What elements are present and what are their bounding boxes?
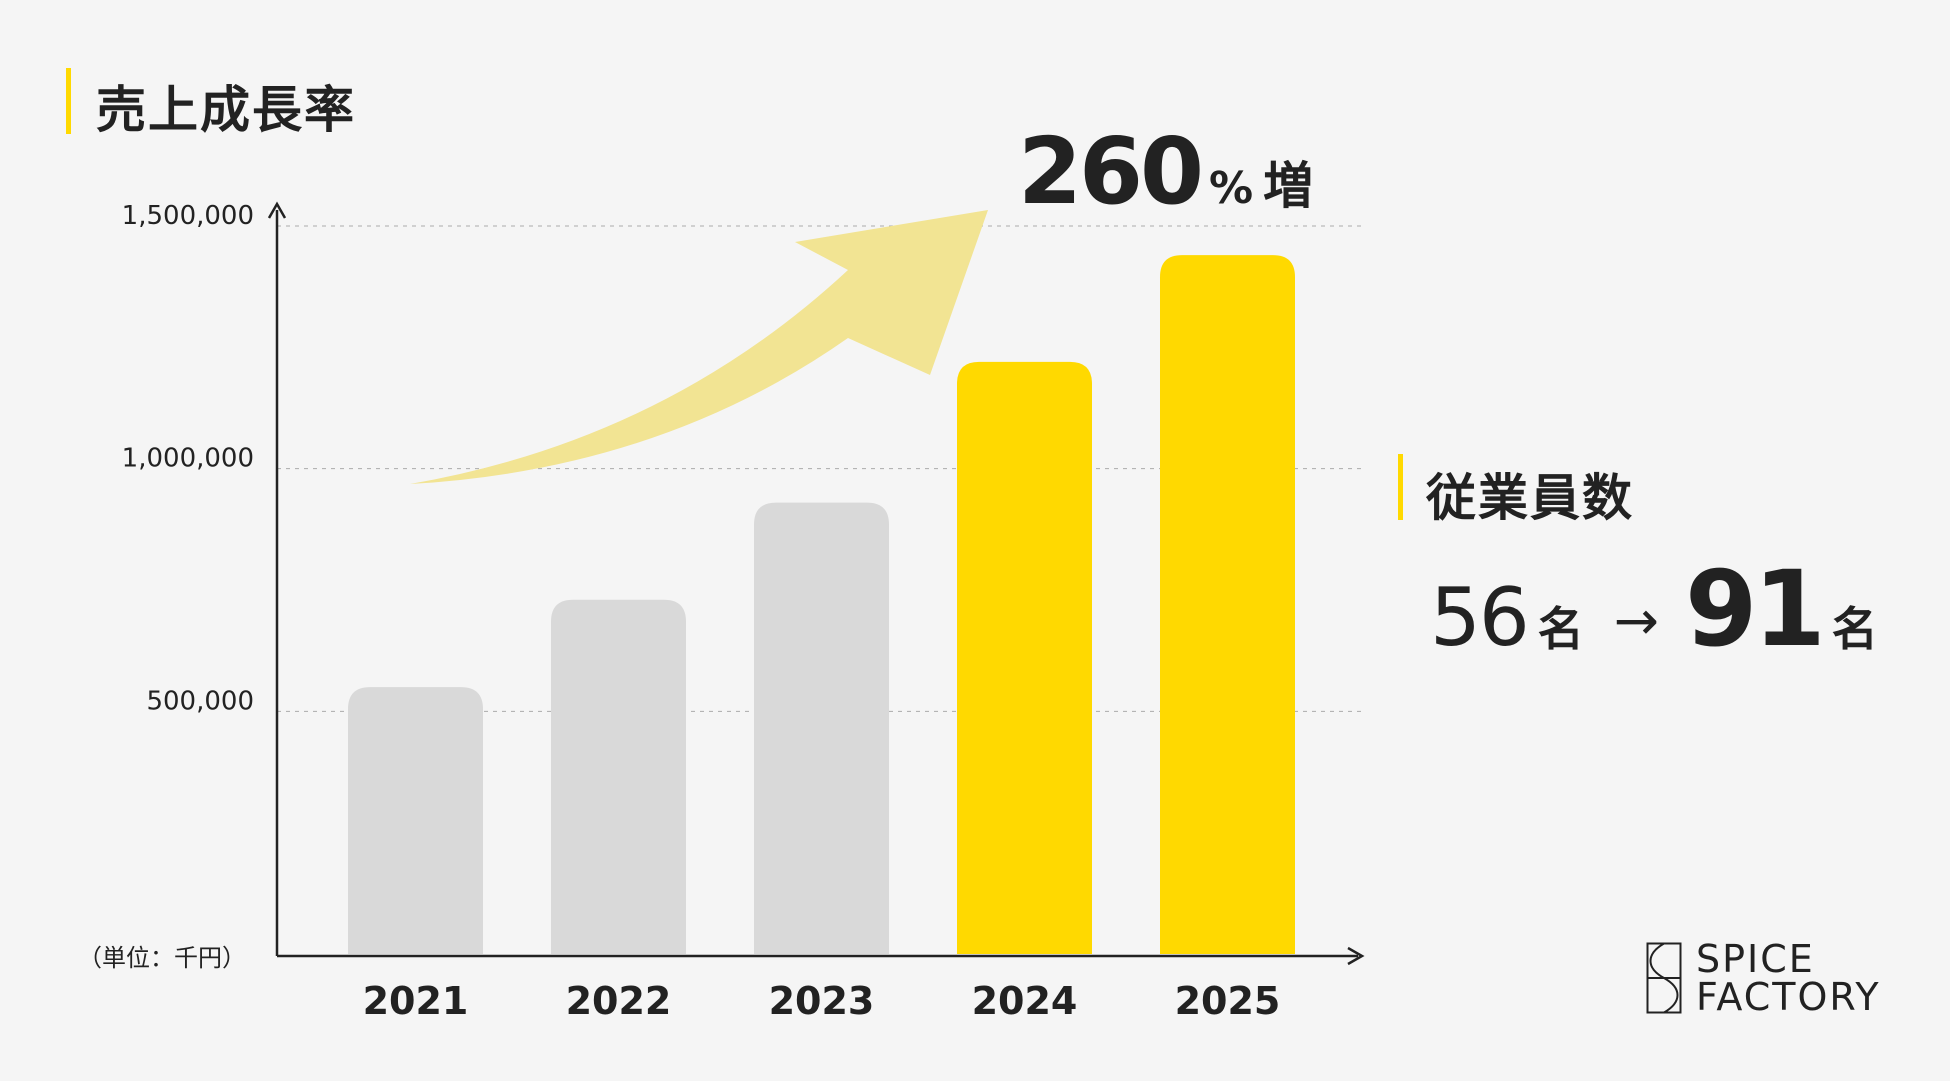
bar-2025 xyxy=(1160,255,1295,954)
title-accent-bar xyxy=(66,68,71,134)
employees-accent-bar xyxy=(1398,454,1403,520)
y-tick-label: 500,000 xyxy=(146,686,254,716)
employees-to-value: 91 xyxy=(1685,548,1826,670)
unit-label: （単位：千円） xyxy=(78,944,246,972)
employees-to-unit: 名 xyxy=(1831,602,1878,656)
x-tick-label: 2022 xyxy=(566,979,672,1023)
logo-text-spice: SPICE xyxy=(1696,937,1815,981)
growth-value: 260 xyxy=(1018,118,1204,225)
y-axis-arrowhead xyxy=(267,201,287,219)
bar-2023 xyxy=(754,502,889,954)
y-tick-label: 1,000,000 xyxy=(122,444,254,474)
x-tick-label: 2021 xyxy=(363,979,469,1023)
spice-factory-logo: SPICE FACTORY xyxy=(1646,940,1881,1016)
growth-percent-sign: % xyxy=(1209,163,1254,214)
x-axis-arrowhead xyxy=(1347,946,1365,966)
logo-mark-icon xyxy=(1646,942,1682,1014)
growth-arrow xyxy=(410,210,988,484)
bar-2024 xyxy=(957,361,1092,955)
employees-title: 従業員数 xyxy=(1426,469,1634,527)
bar-2021 xyxy=(348,687,483,954)
x-tick-label: 2025 xyxy=(1175,979,1281,1023)
growth-suffix: 増 xyxy=(1263,157,1314,215)
chart-title: 売上成長率 xyxy=(96,81,356,139)
right-arrow-icon: → xyxy=(1613,589,1660,652)
y-tick-label: 1,500,000 xyxy=(122,201,254,231)
employees-change: 56 名 → 91 名 xyxy=(1430,548,1878,670)
x-tick-label: 2023 xyxy=(769,979,875,1023)
employees-from-unit: 名 xyxy=(1537,602,1584,656)
employees-from-value: 56 xyxy=(1430,571,1530,664)
bar-2022 xyxy=(551,599,686,954)
x-tick-label: 2024 xyxy=(972,979,1078,1023)
logo-text-factory: FACTORY xyxy=(1696,975,1881,1019)
growth-annotation: 260% 増 xyxy=(1018,118,1313,225)
